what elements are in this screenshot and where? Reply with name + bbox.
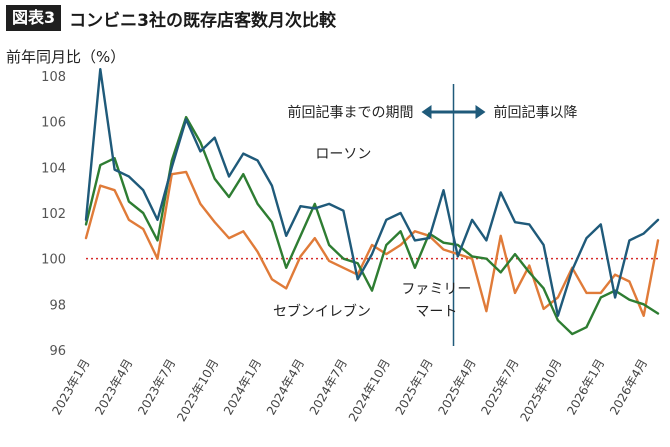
- y-tick-label: 96: [49, 344, 66, 359]
- x-tick-label: 2023年1月: [49, 357, 92, 418]
- series-line-1: [84, 170, 660, 317]
- x-tick-label: 2026年1月: [564, 357, 607, 418]
- y-tick-label: 102: [41, 207, 66, 222]
- series-lines: [84, 67, 660, 336]
- period-divider: 前回記事までの期間 前回記事以降: [288, 84, 578, 346]
- divider-left-label: 前回記事までの期間: [288, 104, 414, 121]
- x-tick-label: 2024年4月: [264, 357, 307, 418]
- x-tick-label: 2024年10月: [346, 357, 393, 424]
- series-label-2: ファミリー: [401, 281, 471, 297]
- series-line-0: [84, 67, 660, 317]
- x-tick-label: 2025年1月: [393, 357, 436, 418]
- x-tick-label: 2025年7月: [478, 357, 521, 418]
- series-label-1: セブンイレブン: [273, 303, 371, 320]
- y-tick-label: 98: [49, 298, 66, 313]
- x-tick-label: 2025年10月: [517, 357, 564, 424]
- series-label-3: マート: [415, 304, 457, 320]
- divider-right-label: 前回記事以降: [494, 104, 578, 121]
- figure-header: 図表3 コンビニ3社の既存店客数月次比較: [6, 4, 336, 32]
- series-label-0: ローソン: [315, 147, 371, 163]
- y-axis-label: 前年同月比（%）: [6, 48, 125, 66]
- x-tick-label: 2025年4月: [435, 356, 478, 417]
- x-tick-label: 2024年1月: [221, 357, 264, 418]
- series-line-2: [84, 115, 660, 336]
- y-tick-label: 108: [41, 70, 66, 85]
- y-tick-label: 104: [41, 161, 66, 176]
- x-tick-label: 2026年4月: [607, 357, 650, 418]
- chart-title: コンビニ3社の既存店客数月次比較: [69, 10, 336, 31]
- y-tick-label: 106: [41, 116, 66, 131]
- y-tick-label: 100: [41, 253, 66, 268]
- y-axis: 96 98 100 102 104 106 108: [41, 70, 66, 359]
- x-tick-label: 2023年4月: [92, 357, 135, 418]
- x-tick-label: 2023年10月: [174, 357, 221, 424]
- arrow-left-icon: [421, 105, 432, 119]
- x-tick-label: 2023年7月: [135, 357, 178, 418]
- x-tick-label: 2024年7月: [307, 357, 350, 418]
- figure-badge: 図表3: [6, 5, 62, 31]
- arrow-right-icon: [475, 105, 486, 119]
